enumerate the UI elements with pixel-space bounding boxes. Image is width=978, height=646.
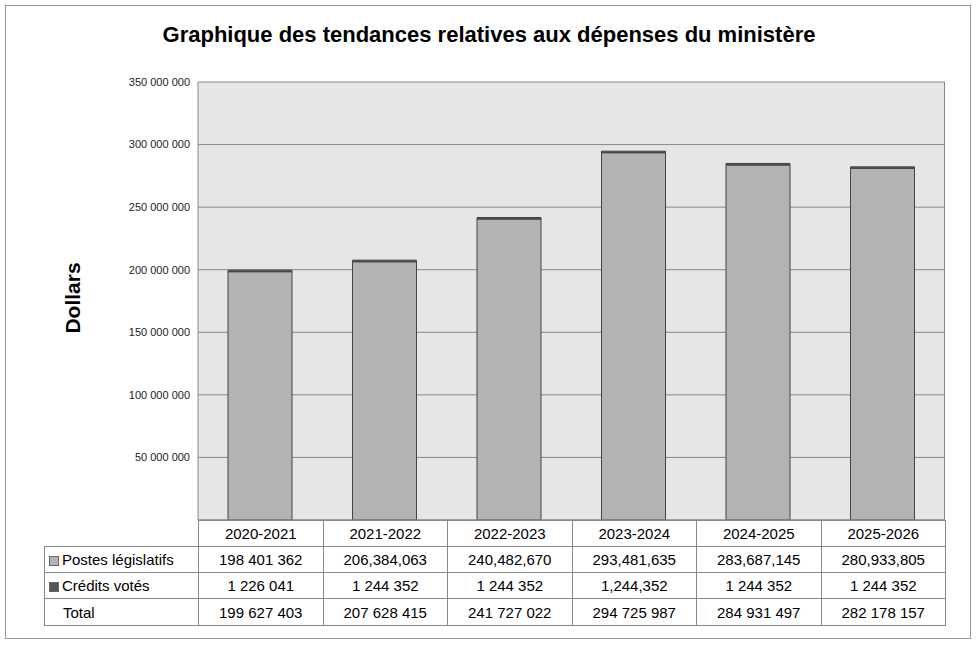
html-text:Crédits votés: Crédits votés [62, 577, 150, 594]
html-text:2021-2022: 2021-2022 [349, 525, 422, 542]
svg-text:100 000 000: 100 000 000 [129, 389, 190, 401]
svg-text:300 000 000: 300 000 000 [129, 138, 190, 150]
html-text:1 244 352: 1 244 352 [351, 577, 419, 594]
html-text:284 931 497: 284 931 497 [717, 603, 801, 621]
svg-text:50 000 000: 50 000 000 [135, 451, 190, 463]
html-text:199 627 403: 199 627 403 [219, 603, 303, 621]
html-text:283,687,145: 283,687,145 [717, 551, 801, 568]
svg-text:250 000 000: 250 000 000 [129, 201, 190, 213]
html-text:198 401 362: 198 401 362 [219, 551, 303, 568]
html-text:1 244 352: 1 244 352 [725, 577, 793, 594]
html-text:207 628 415: 207 628 415 [343, 603, 427, 621]
html-text:293,481,635: 293,481,635 [592, 551, 676, 568]
html-text:240,482,670: 240,482,670 [468, 551, 552, 568]
html-text:2023-2024: 2023-2024 [598, 525, 671, 542]
html-text:1 226 041: 1 226 041 [227, 577, 295, 594]
html-text:2022-2023: 2022-2023 [473, 525, 546, 542]
html-text:206,384,063: 206,384,063 [343, 551, 427, 568]
html-text:Postes législatifs: Postes législatifs [62, 551, 174, 568]
html-text:2024-2025: 2024-2025 [722, 525, 795, 542]
svg-text:150 000 000: 150 000 000 [129, 326, 190, 338]
html-text:Total: Total [63, 603, 95, 621]
html-text:1,244,352: 1,244,352 [600, 577, 668, 594]
html-text:1 244 352: 1 244 352 [849, 577, 917, 594]
html-text:280,933,805: 280,933,805 [841, 551, 925, 568]
html-text:Graphique des tendances relati: Graphique des tendances relatives aux dé… [162, 22, 816, 47]
html-text:1 244 352: 1 244 352 [476, 577, 544, 594]
html-text:294 725 987: 294 725 987 [592, 603, 676, 621]
svg-text:200 000 000: 200 000 000 [129, 264, 190, 276]
html-text:241 727 022: 241 727 022 [468, 603, 552, 621]
svg-text:Dollars: Dollars [61, 262, 84, 333]
html-text:2020-2021: 2020-2021 [224, 525, 297, 542]
svg-text:350 000 000: 350 000 000 [129, 76, 190, 88]
html-text:2025-2026: 2025-2026 [847, 525, 920, 542]
html-text:282 178 157: 282 178 157 [841, 603, 925, 621]
